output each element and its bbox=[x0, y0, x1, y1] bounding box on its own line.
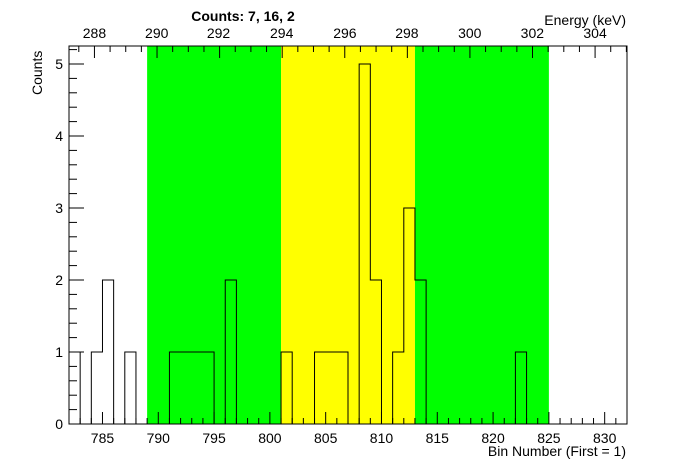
energy-tick-label: 304 bbox=[583, 25, 607, 41]
energy-tick-label: 292 bbox=[207, 25, 231, 41]
x-tick-label: 820 bbox=[481, 430, 505, 446]
chart-title: Counts: 7, 16, 2 bbox=[191, 8, 295, 24]
x-tick-label: 790 bbox=[147, 430, 171, 446]
y-tick-label: 1 bbox=[55, 344, 63, 360]
x-tick-label: 810 bbox=[370, 430, 394, 446]
energy-tick-label: 294 bbox=[270, 25, 294, 41]
y-tick-label: 3 bbox=[55, 200, 63, 216]
y-axis: 0 1 2 3 4 5 bbox=[55, 49, 84, 432]
energy-axis: 288 290 292 294 296 298 300 302 304 bbox=[78, 25, 627, 58]
x-axis: 785 790 795 800 805 810 815 820 825 830 bbox=[79, 412, 617, 446]
x-tick-label: 825 bbox=[537, 430, 561, 446]
y-tick-label: 5 bbox=[55, 56, 63, 72]
x-tick-label: 800 bbox=[258, 430, 282, 446]
x-tick-label: 805 bbox=[314, 430, 338, 446]
y-tick-label: 0 bbox=[55, 416, 63, 432]
energy-tick-label: 300 bbox=[458, 25, 482, 41]
x-tick-label: 815 bbox=[426, 430, 450, 446]
energy-tick-label: 290 bbox=[145, 25, 169, 41]
region-background-right bbox=[414, 46, 549, 424]
energy-tick-label: 302 bbox=[521, 25, 545, 41]
energy-axis-label: Energy (keV) bbox=[544, 12, 626, 28]
energy-tick-label: 288 bbox=[83, 25, 107, 41]
y-tick-label: 4 bbox=[55, 128, 63, 144]
x-tick-label: 785 bbox=[91, 430, 115, 446]
energy-tick-label: 296 bbox=[333, 25, 357, 41]
energy-tick-label: 298 bbox=[395, 25, 419, 41]
x-axis-label: Bin Number (First = 1) bbox=[488, 443, 626, 459]
x-tick-label: 795 bbox=[202, 430, 226, 446]
region-bands bbox=[147, 46, 549, 424]
x-tick-label: 830 bbox=[593, 430, 617, 446]
y-tick-label: 2 bbox=[55, 272, 63, 288]
y-axis-label: Counts bbox=[29, 51, 45, 95]
